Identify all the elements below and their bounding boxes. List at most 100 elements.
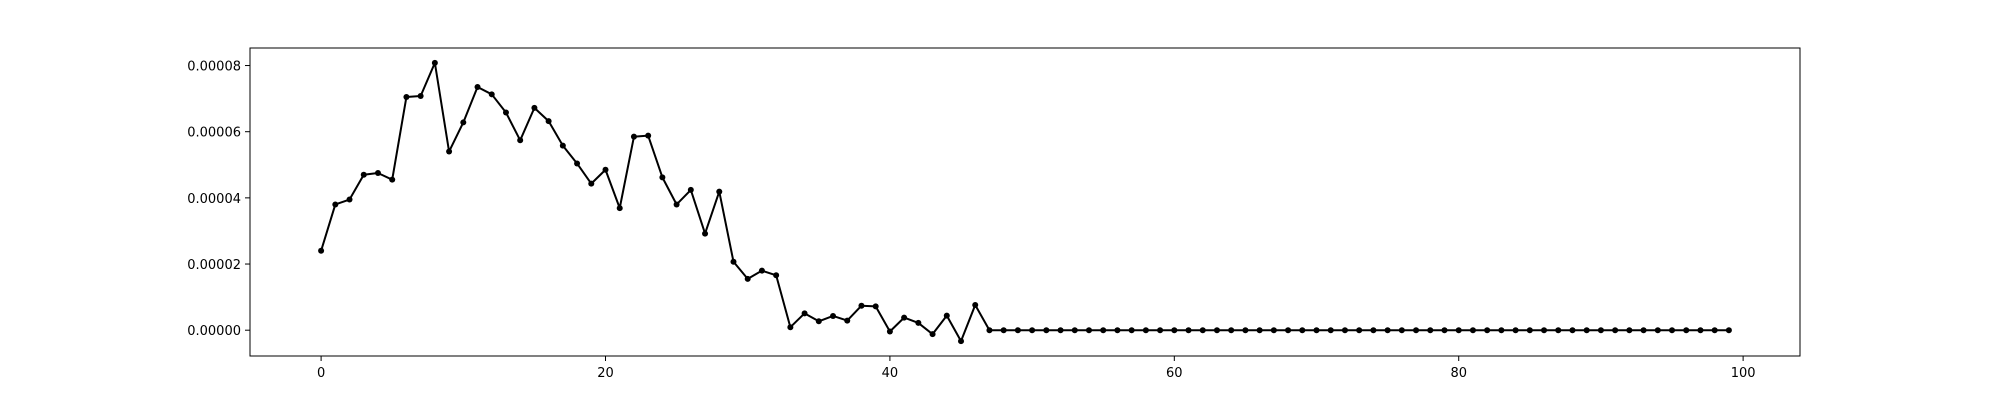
y-tick-label: 0.00008 (187, 60, 241, 75)
data-point (374, 170, 381, 177)
y-tick-label: 0.00006 (187, 126, 241, 141)
data-point (702, 230, 709, 237)
data-point (545, 118, 552, 125)
y-tick-label: 0.00002 (187, 258, 241, 273)
data-point (1199, 327, 1206, 334)
y-tick-label: 0.00000 (187, 324, 241, 339)
data-point (1341, 327, 1348, 334)
data-point (531, 104, 538, 111)
data-point (901, 314, 908, 321)
data-point (1213, 327, 1220, 334)
x-tick-label: 60 (1166, 366, 1183, 381)
data-point (1413, 327, 1420, 334)
data-point (1455, 327, 1462, 334)
x-tick-label: 80 (1450, 366, 1467, 381)
data-point (1256, 327, 1263, 334)
data-point (1569, 327, 1576, 334)
data-point (659, 174, 666, 181)
data-point (1697, 327, 1704, 334)
data-point (1071, 327, 1078, 334)
data-point (1725, 327, 1732, 334)
data-point (844, 317, 851, 324)
data-point (1270, 327, 1277, 334)
data-point (872, 303, 879, 310)
data-point (588, 180, 595, 187)
data-point (417, 92, 424, 99)
data-point (474, 84, 481, 91)
data-point (1626, 327, 1633, 334)
data-point (1669, 327, 1676, 334)
data-point (1285, 327, 1292, 334)
x-tick-label: 40 (882, 366, 899, 381)
x-tick-label: 100 (1731, 366, 1756, 381)
data-point (1469, 327, 1476, 334)
data-point (730, 258, 737, 265)
data-point (1185, 327, 1192, 334)
data-point (1384, 327, 1391, 334)
data-point (1583, 327, 1590, 334)
data-point (346, 196, 353, 203)
plot-area (318, 59, 1732, 345)
data-point (673, 201, 680, 208)
x-axis-ticks: 0 20 40 60 80 100 (317, 356, 1756, 381)
data-point (943, 312, 950, 319)
data-point (1327, 327, 1334, 334)
data-point (517, 137, 524, 144)
axes-frame (249, 47, 1801, 357)
x-tick-label: 20 (597, 366, 614, 381)
data-point (1057, 327, 1064, 334)
data-point (1043, 327, 1050, 334)
data-point (758, 267, 765, 274)
data-point (1313, 327, 1320, 334)
data-point (1029, 327, 1036, 334)
data-point (744, 275, 751, 282)
data-point (1683, 327, 1690, 334)
data-point (1171, 327, 1178, 334)
data-point (915, 319, 922, 326)
data-point (773, 272, 780, 279)
y-axis-ticks: 0.00000 0.00002 0.00004 0.00006 0.00008 (187, 60, 250, 339)
data-point (559, 142, 566, 149)
y-tick-label: 0.00004 (187, 192, 241, 207)
data-point (1640, 327, 1647, 334)
data-point (1085, 327, 1092, 334)
data-point (1242, 327, 1249, 334)
data-point (1142, 327, 1149, 334)
data-point (1526, 327, 1533, 334)
data-point (929, 331, 936, 338)
data-point (574, 160, 581, 167)
data-point (830, 312, 837, 319)
data-point (1597, 327, 1604, 334)
data-point (488, 91, 495, 98)
data-point (787, 324, 794, 331)
data-point (1157, 327, 1164, 334)
data-point (460, 119, 467, 126)
data-point (1398, 327, 1405, 334)
data-point (1100, 327, 1107, 334)
data-point (958, 338, 965, 345)
data-point (1114, 327, 1121, 334)
data-point (1370, 327, 1377, 334)
data-point (1299, 327, 1306, 334)
data-point (602, 166, 609, 173)
data-point (858, 302, 865, 309)
data-point (403, 93, 410, 100)
data-point (986, 327, 993, 334)
data-point (1484, 327, 1491, 334)
data-point (687, 186, 694, 193)
data-point (502, 109, 509, 116)
data-point (1498, 327, 1505, 334)
data-point (1612, 327, 1619, 334)
data-point (1512, 327, 1519, 334)
data-point (1228, 327, 1235, 334)
data-point (1555, 327, 1562, 334)
data-point (1356, 327, 1363, 334)
data-point (1441, 327, 1448, 334)
data-point (318, 247, 325, 254)
data-point (360, 171, 367, 178)
data-point (1654, 327, 1661, 334)
data-point (801, 310, 808, 317)
series-line (320, 61, 1729, 343)
data-point (1711, 327, 1718, 334)
